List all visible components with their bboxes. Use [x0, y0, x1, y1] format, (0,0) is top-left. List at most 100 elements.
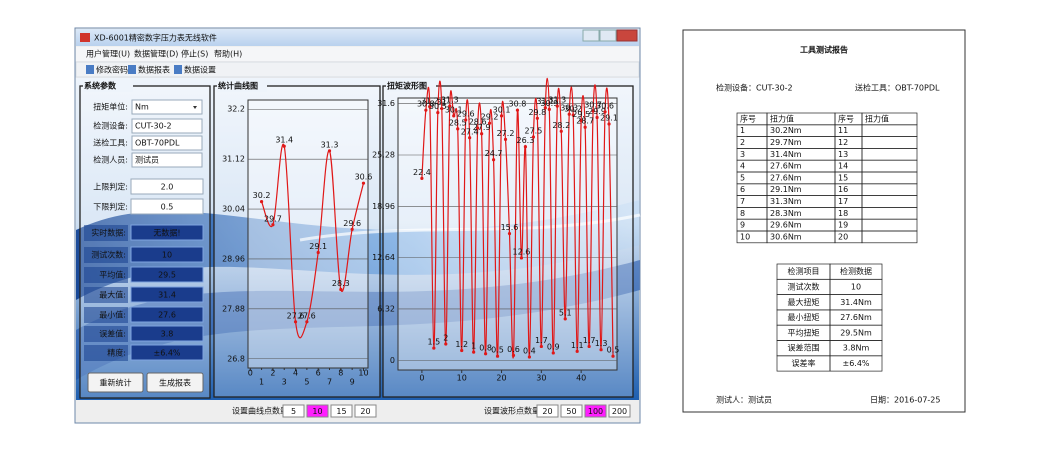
- plot-area: [247, 99, 369, 369]
- data-point: [543, 106, 547, 110]
- stat-label: 最小值:: [99, 310, 126, 320]
- count-option[interactable]: [354, 404, 377, 418]
- count-option[interactable]: [306, 404, 329, 418]
- stat-row: [84, 345, 128, 361]
- table-cell-text: 5: [740, 173, 745, 182]
- field-label: 扭矩单位:: [93, 102, 128, 112]
- data-label: 27.6: [287, 311, 305, 320]
- x-minor-tick-label: 1: [259, 378, 264, 387]
- data-label: 29.6: [343, 219, 361, 228]
- stat-value: 3.8: [161, 330, 174, 339]
- data-label: 30.1: [493, 105, 511, 114]
- stat-label: 误差值:: [99, 329, 126, 339]
- maximize-button[interactable]: [599, 29, 617, 42]
- title-bar: [76, 29, 639, 46]
- count-option[interactable]: [536, 404, 559, 418]
- x-tick-label: 8: [338, 369, 343, 378]
- data-label: 28.6: [469, 118, 487, 127]
- table-cell-text: 误差范围: [788, 343, 820, 353]
- data-line: [421, 77, 614, 359]
- table-cell-text: 3: [740, 150, 745, 159]
- limit-input[interactable]: [130, 198, 204, 215]
- toolbar-item: 数据设置: [184, 65, 216, 75]
- field-value: OBT-70PDL: [135, 139, 180, 148]
- table-cell-text: 28.3Nm: [770, 209, 802, 218]
- field-input[interactable]: [131, 99, 203, 115]
- menu-bar: [76, 47, 639, 61]
- data-label: 24.7: [485, 149, 503, 158]
- x-tick-label: 20: [496, 374, 506, 383]
- toolbar-icon: [174, 65, 182, 74]
- table-cell-text: 31.4Nm: [840, 298, 872, 307]
- count-option-label: 15: [336, 407, 346, 416]
- group-title: 扭矩波形图: [387, 81, 427, 91]
- stat-row: [84, 307, 128, 323]
- table-cell-text: 27.6Nm: [770, 162, 802, 171]
- group-title: 系统参数: [84, 81, 117, 91]
- button[interactable]: [87, 372, 144, 393]
- y-tick-label: 31.6: [377, 99, 395, 108]
- table-cell-text: 17: [838, 197, 848, 206]
- table-cell-text: 9: [740, 221, 745, 230]
- data-label: 31.3: [321, 140, 339, 149]
- data-label: 15.6: [501, 223, 519, 232]
- data-point: [575, 349, 579, 353]
- button-label: 生成报表: [159, 378, 191, 388]
- data-point: [440, 106, 444, 111]
- stat-row: [84, 267, 128, 283]
- data-label: 31.3: [441, 96, 459, 105]
- count-option[interactable]: [282, 404, 305, 418]
- data-label: 27.2: [497, 129, 515, 138]
- report-date: 日期：2016-07-25: [870, 396, 941, 405]
- data-point: [491, 158, 496, 162]
- data-point: [436, 111, 440, 115]
- count-option[interactable]: [608, 404, 631, 418]
- data-label: 1.5: [427, 338, 440, 347]
- data-point: [527, 355, 532, 359]
- table-cell-text: 最大扭矩: [788, 297, 820, 307]
- table-cell-text: 16: [838, 185, 848, 194]
- data-point: [595, 115, 599, 120]
- count-option[interactable]: [584, 404, 607, 418]
- limit-input[interactable]: [130, 178, 204, 195]
- data-point: [571, 113, 575, 117]
- table-cell-text: 11: [838, 126, 848, 135]
- field-input[interactable]: [131, 118, 203, 134]
- stat-label: 精度:: [107, 348, 126, 358]
- y-tick-label: 6.32: [377, 304, 395, 313]
- toolbar-item: 数据报表: [138, 65, 170, 75]
- toolbar-icon: [128, 65, 136, 74]
- data-label: 30.9: [540, 99, 558, 108]
- data-point: [448, 104, 452, 108]
- field-input[interactable]: [131, 152, 203, 168]
- table-cell-text: 27.6Nm: [770, 173, 802, 182]
- stat-row: [84, 287, 128, 303]
- data-label: 28.5: [449, 118, 467, 127]
- data-point: [339, 287, 343, 292]
- close-button[interactable]: [616, 29, 638, 42]
- data-point: [350, 227, 354, 231]
- data-point: [583, 125, 587, 129]
- table-cell-text: ±6.4%: [842, 359, 869, 368]
- menu-item: 数据管理(D): [134, 49, 178, 59]
- stat-label: 测试次数:: [91, 250, 126, 260]
- field-input[interactable]: [131, 135, 203, 151]
- data-label: 1.7: [535, 336, 548, 345]
- data-label: 0.5: [607, 346, 620, 355]
- data-point: [555, 104, 559, 108]
- table-cell-text: 8: [740, 209, 745, 218]
- data-label: 30.2: [253, 191, 271, 200]
- button[interactable]: [146, 372, 204, 393]
- minimize-button[interactable]: [582, 29, 600, 42]
- table-header: 扭力值: [770, 113, 794, 123]
- stat-label: 实时数据:: [91, 228, 126, 238]
- data-label: 30.5: [429, 102, 447, 111]
- count-option[interactable]: [330, 404, 353, 418]
- data-label: 30.8: [417, 100, 435, 109]
- data-point: [460, 348, 464, 353]
- y-tick-label: 30.04: [222, 205, 245, 214]
- limit-label: 上限判定:: [93, 182, 128, 192]
- data-point: [507, 231, 512, 236]
- count-option[interactable]: [560, 404, 583, 418]
